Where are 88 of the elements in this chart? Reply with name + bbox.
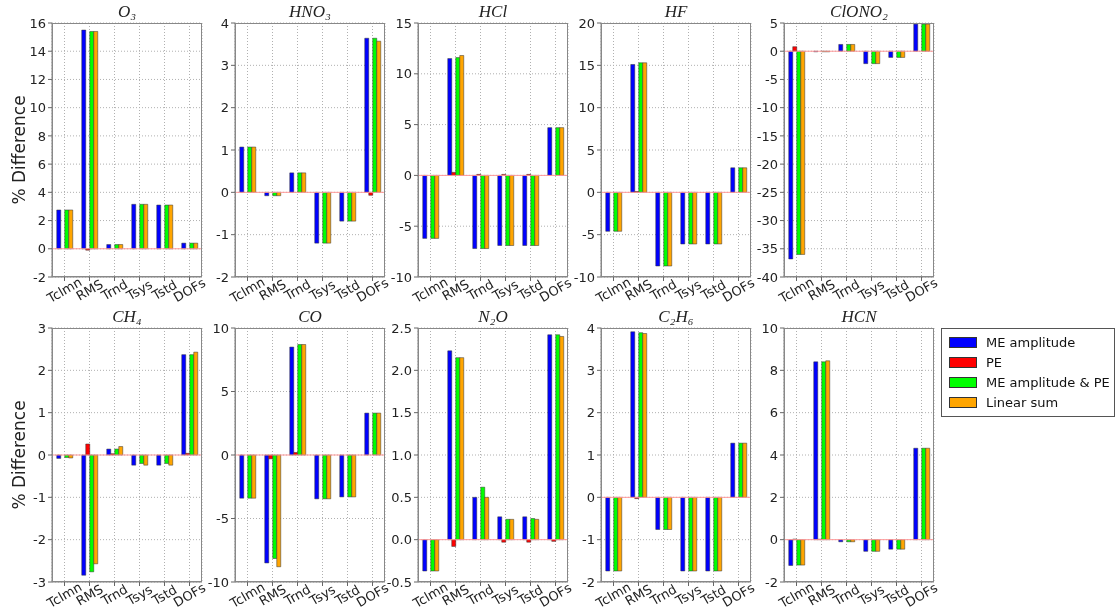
- y-tick-label: -1: [216, 227, 229, 243]
- legend-label: PE: [986, 354, 1003, 370]
- y-tick-label: 4: [37, 184, 46, 200]
- y-tick-label: -2: [216, 269, 229, 285]
- y-tick-label: -1: [33, 489, 46, 505]
- chart-title: HCN: [840, 306, 879, 328]
- y-axis-title: % Difference: [9, 95, 29, 205]
- y-tick-label: -30: [756, 213, 778, 229]
- y-tick-label: 3: [586, 362, 595, 378]
- y-tick-label: -10: [756, 100, 778, 116]
- y-tick-label: -40: [756, 269, 778, 285]
- y-tick-label: -35: [756, 241, 778, 257]
- y-tick-label: 5: [586, 142, 595, 158]
- y-tick-label: -5: [216, 511, 229, 527]
- y-tick-label: 6: [37, 156, 46, 172]
- y-tick-label: -5: [765, 72, 778, 88]
- y-tick-label: 10: [212, 320, 229, 336]
- y-tick-label: 1: [586, 447, 595, 463]
- legend-label: ME amplitude: [986, 334, 1076, 350]
- y-tick-label: 12: [29, 72, 46, 88]
- y-tick-label: 3: [37, 320, 46, 336]
- legend-label: ME amplitude & PE: [986, 374, 1110, 390]
- y-tick-label: -1: [582, 532, 595, 548]
- y-tick-label: 0: [403, 168, 412, 184]
- y-tick-label: -5: [582, 227, 595, 243]
- y-tick-label: 0.5: [391, 489, 412, 505]
- y-tick-label: 10: [395, 66, 412, 82]
- y-tick-label: 6: [769, 405, 778, 421]
- y-tick-label: 2: [37, 362, 46, 378]
- y-axis-title: % Difference: [9, 400, 29, 510]
- y-tick-label: 0: [220, 447, 229, 463]
- y-tick-label: 0: [220, 184, 229, 200]
- y-tick-label: 0: [586, 489, 595, 505]
- legend-label: Linear sum: [986, 394, 1059, 410]
- y-tick-label: 4: [586, 320, 595, 336]
- y-tick-label: 10: [578, 100, 595, 116]
- y-tick-label: -5: [399, 218, 412, 234]
- y-tick-label: 10: [761, 320, 778, 336]
- chart-title: CO: [297, 306, 323, 328]
- y-tick-label: -20: [756, 156, 778, 172]
- y-tick-label: 2: [37, 213, 46, 229]
- chart-title: HNO₃: [288, 1, 332, 23]
- y-tick-label: 0: [769, 43, 778, 59]
- chart-title: HF: [663, 1, 689, 23]
- y-tick-label: 0: [37, 241, 46, 257]
- y-tick-label: -2: [765, 574, 778, 590]
- y-tick-label: -2: [33, 532, 46, 548]
- y-tick-label: 2: [586, 405, 595, 421]
- y-tick-label: 2.0: [391, 362, 412, 378]
- y-tick-label: 5: [220, 384, 229, 400]
- y-tick-label: -25: [756, 184, 778, 200]
- y-tick-label: 3: [220, 57, 229, 73]
- y-tick-label: 8: [37, 128, 46, 144]
- y-tick-label: -10: [573, 269, 595, 285]
- y-tick-label: 15: [578, 57, 595, 73]
- y-tick-label: 2.5: [391, 320, 412, 336]
- y-tick-label: 2: [769, 489, 778, 505]
- y-tick-label: 0: [586, 184, 595, 200]
- chart-title: HCl: [477, 1, 509, 23]
- y-tick-label: 0: [769, 532, 778, 548]
- chart-title: O₃: [116, 1, 138, 23]
- y-tick-label: -2: [33, 269, 46, 285]
- y-tick-label: 1.0: [391, 447, 412, 463]
- y-tick-label: 1.5: [391, 405, 412, 421]
- y-tick-label: 10: [29, 100, 46, 116]
- chart-title: ClONO₂: [829, 1, 889, 23]
- y-tick-label: -15: [756, 128, 778, 144]
- y-tick-label: 8: [769, 362, 778, 378]
- y-tick-label: -3: [33, 574, 46, 590]
- y-tick-label: 14: [29, 43, 46, 59]
- y-tick-label: 4: [220, 15, 229, 31]
- y-tick-label: 0: [37, 447, 46, 463]
- chart-title: C₂H₆: [657, 306, 695, 328]
- y-tick-label: 20: [578, 15, 595, 31]
- y-tick-label: 1: [220, 142, 229, 158]
- y-tick-label: 1: [37, 405, 46, 421]
- y-tick-label: -10: [390, 269, 412, 285]
- y-tick-label: 2: [220, 100, 229, 116]
- y-tick-label: 4: [769, 447, 778, 463]
- y-tick-label: 0.0: [391, 532, 412, 548]
- y-tick-label: 15: [395, 15, 412, 31]
- chart-title: CH₄: [111, 306, 143, 328]
- y-tick-label: 5: [403, 117, 412, 133]
- y-tick-label: -10: [207, 574, 229, 590]
- y-tick-label: 16: [29, 15, 46, 31]
- y-tick-label: 5: [769, 15, 778, 31]
- y-tick-label: -2: [582, 574, 595, 590]
- chart-title: N₂O: [477, 306, 509, 328]
